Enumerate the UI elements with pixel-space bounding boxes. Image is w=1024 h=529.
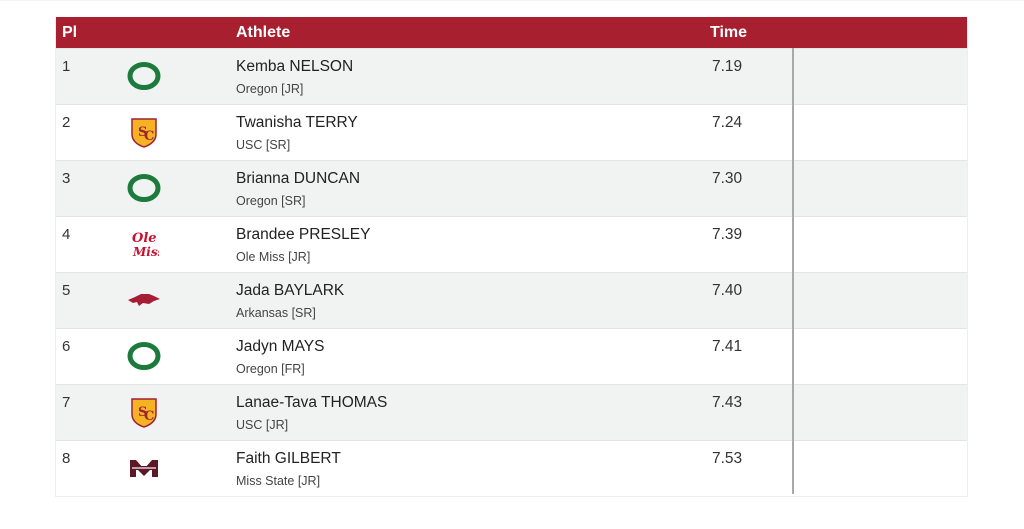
usc-logo-icon: S C [126,396,162,428]
svg-text:S: S [138,405,147,420]
athlete-name-link[interactable]: Jadyn MAYS [236,338,325,355]
table-row[interactable]: 2 S C Twanisha TERRY USC [SR] 7.24 [56,104,967,160]
time-cell: 7.43 [712,394,743,411]
header-time: Time [710,24,748,41]
oregon-logo-icon [126,340,162,372]
table-row[interactable]: 8 Faith GILBERT Miss State [JR] 7.53 [56,440,967,496]
athlete-name-link[interactable]: Lanae-Tava THOMAS [236,394,388,411]
athlete-name-link[interactable]: Twanisha TERRY [236,114,358,131]
svg-text:S: S [138,125,147,140]
place-cell: 7 [62,394,71,411]
table-row[interactable]: 6 Jadyn MAYS Oregon [FR] 7.41 [56,328,967,384]
athlete-school: Oregon [SR] [236,194,306,208]
header-athlete: Athlete [236,24,291,41]
time-cell: 7.41 [712,338,743,355]
ole-miss-logo-icon: Ole Miss [126,228,162,260]
place-cell: 5 [62,282,71,299]
svg-text:Ole: Ole [132,231,157,246]
results-table: Pl Athlete Time 1 Kemba NELSON Oregon [J… [55,17,968,497]
athlete-school: USC [JR] [236,418,289,432]
place-cell: 8 [62,450,71,467]
top-divider [0,0,1024,1]
place-cell: 6 [62,338,71,355]
athlete-school: USC [SR] [236,138,291,152]
time-cell: 7.30 [712,170,743,187]
table-row[interactable]: 1 Kemba NELSON Oregon [JR] 7.19 [56,48,967,104]
place-cell: 2 [62,114,71,131]
miss-state-logo-icon [126,452,162,484]
oregon-logo-icon [126,60,162,92]
time-cell: 7.24 [712,114,743,131]
table-row[interactable]: 3 Brianna DUNCAN Oregon [SR] 7.30 [56,160,967,216]
place-cell: 1 [62,58,71,75]
place-cell: 4 [62,226,71,243]
time-cell: 7.39 [712,226,743,243]
athlete-name-link[interactable]: Jada BAYLARK [236,282,345,299]
athlete-school: Oregon [JR] [236,82,304,96]
athlete-name-link[interactable]: Faith GILBERT [236,450,341,467]
column-divider [792,48,794,494]
svg-text:C: C [144,409,154,424]
svg-text:C: C [144,129,154,144]
svg-text:Miss: Miss [132,245,159,259]
time-cell: 7.53 [712,450,743,467]
athlete-school: Arkansas [SR] [236,306,316,320]
table-row[interactable]: 5 Jada BAYLARK Arkansas [SR] 7.40 [56,272,967,328]
table-row[interactable]: 7 S C Lanae-Tava THOMAS USC [JR] 7.43 [56,384,967,440]
usc-logo-icon: S C [126,116,162,148]
arkansas-logo-icon [126,284,162,316]
table-header: Pl Athlete Time [56,17,967,48]
time-cell: 7.19 [712,58,743,75]
place-cell: 3 [62,170,71,187]
athlete-name-link[interactable]: Kemba NELSON [236,58,354,75]
table-row[interactable]: 4 Ole Miss Brandee PRESLEY Ole Miss [JR]… [56,216,967,272]
athlete-school: Ole Miss [JR] [236,250,311,264]
athlete-name-link[interactable]: Brianna DUNCAN [236,170,361,187]
athlete-school: Oregon [FR] [236,362,305,376]
athlete-name-link[interactable]: Brandee PRESLEY [236,226,371,243]
athlete-school: Miss State [JR] [236,474,321,488]
header-place: Pl [62,24,78,41]
oregon-logo-icon [126,172,162,204]
time-cell: 7.40 [712,282,743,299]
